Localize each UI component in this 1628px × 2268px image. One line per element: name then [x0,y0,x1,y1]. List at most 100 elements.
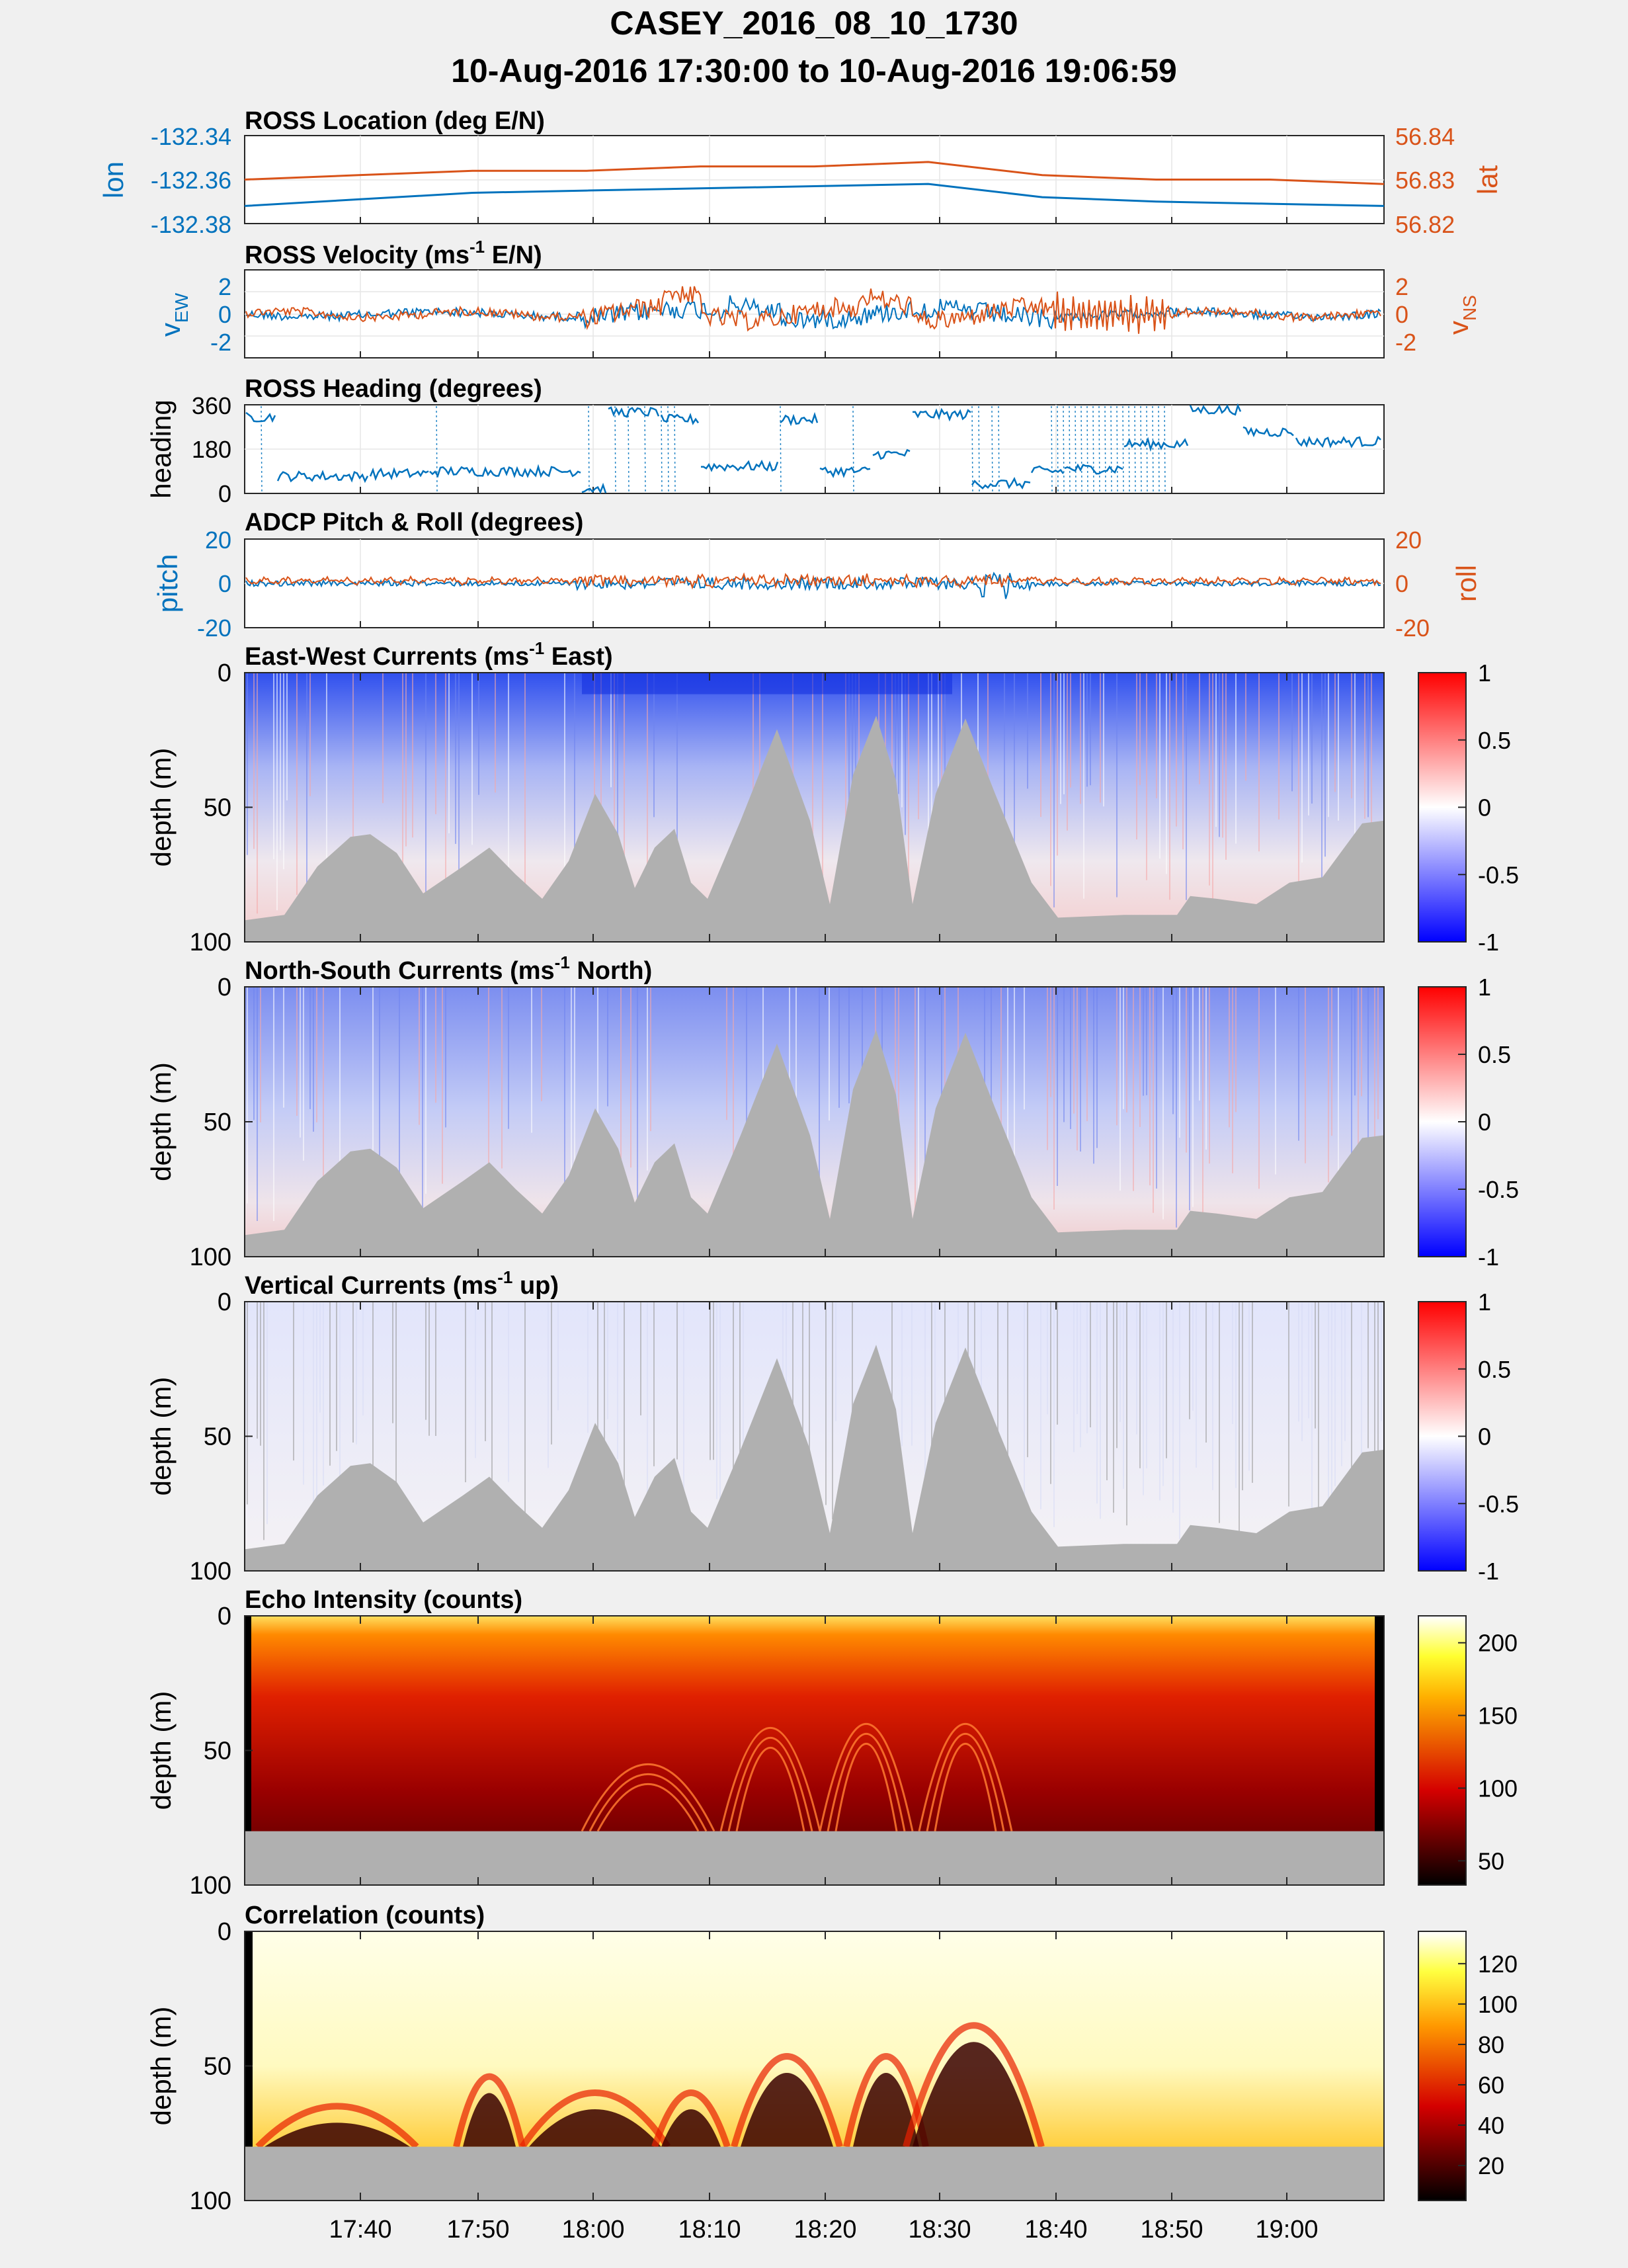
ew-cbar-label-2: 0 [1478,794,1491,821]
corr-lobe-6 [913,2042,1035,2147]
ew-cbar-label-3: -0.5 [1478,861,1519,888]
ns-ylabel: depth (m) [145,1062,177,1181]
corr-lobe-edge-1 [453,2073,526,2148]
location-ytick-left-1: -132.34 [151,123,231,150]
ew-panel: East-West Currents (ms-1 East) 0 50 100 dept… [145,638,1519,956]
vert-cbar-label-4: -1 [1478,1558,1499,1585]
heading-wrap-line-9 [780,405,782,493]
corr-panel: Correlation (counts) 0 50 100 depth (m) 120 10… [145,1902,1518,2215]
heading-wrap-line-17 [1063,405,1065,493]
heading-wrap-line-3 [614,405,616,493]
velocity-ytick-left-3: -2 [210,329,231,356]
corr-lobe-edge-3 [651,2089,731,2148]
time-tick-label-3: 18:10 [678,2216,741,2244]
vew-series-line [245,295,1381,330]
echo-cbar-label-2: 100 [1478,1775,1518,1802]
ns-cbar-label-1: 0.5 [1478,1041,1511,1068]
time-tick-label-8: 19:00 [1255,2216,1318,2244]
heading-wrap-line-18 [1069,405,1071,493]
ns-cbar-label-3: -0.5 [1478,1176,1519,1203]
ew-ytick-1: 50 [204,794,231,822]
ns-ytick-0: 0 [218,974,231,1001]
pitchroll-ytick-left-2: 0 [218,570,231,597]
corr-lobes [255,2022,1045,2150]
heading-wrap-line-4 [628,405,630,493]
time-tick-label-2: 18:00 [561,2216,624,2244]
lat-series-line [244,161,1385,185]
ew-ytick-2: 100 [190,929,231,956]
pitchroll-ytick-left-3: -20 [197,614,231,642]
echo-cbar-label-0: 200 [1478,1630,1518,1657]
time-tick-label-0: 17:40 [329,2216,391,2244]
corr-lobe-edge-2 [519,2089,671,2149]
pitchroll-ytick-right-2: 0 [1395,570,1408,597]
velocity-ytick-right-1: 2 [1395,273,1408,300]
pitchroll-title: ADCP Pitch & Roll (degrees) [245,509,583,536]
ns-cbar-label-2: 0 [1478,1109,1491,1136]
corr-lobe-edge-4 [731,2053,843,2148]
ns-ytick-2: 100 [190,1243,231,1271]
vert-cbar-label-0: 1 [1478,1288,1491,1316]
heading-wrap-line-11 [971,405,973,493]
corr-lobe-2 [529,2109,661,2147]
heading-title: ROSS Heading (degrees) [245,375,542,403]
corr-ytick-2: 100 [190,2187,231,2215]
heading-wrap-line-21 [1086,405,1088,493]
ns-ytick-1: 50 [204,1109,231,1136]
time-tick-label-6: 18:40 [1024,2216,1087,2244]
heading-wrap-line-26 [1116,405,1118,493]
location-ytick-left-2: -132.36 [151,167,231,194]
heading-wrap-line-14 [998,405,1000,493]
ns-title: North-South Currents (ms-1 North) [245,952,652,985]
figure-title-line1: CASEY_2016_08_10_1730 [610,5,1018,42]
echo-right-edge [1375,1616,1384,1831]
echo-arch-0-2 [596,1783,700,1832]
corr-colorbar [1418,1931,1467,2201]
heading-wrap-line-10 [852,405,854,493]
corr-cbar-label-5: 20 [1478,2152,1504,2179]
vert-ytick-0: 0 [218,1288,231,1316]
velocity-ylabel-left: vEW [155,292,192,337]
echo-colorbar [1418,1615,1467,1886]
corr-lobe-edge-0 [255,2103,419,2150]
heatmap-panels: East-West Currents (ms-1 East)050100dept… [145,638,1519,2215]
heading-wrap-line-24 [1104,405,1106,493]
heading-ytick-3: 0 [218,480,231,507]
figure-title-line2: 10-Aug-2016 17:30:00 to 10-Aug-2016 19:0… [451,52,1177,89]
ew-cbar-label-1: 0.5 [1478,727,1511,754]
heading-wrap-line-8 [674,405,676,493]
heading-wrap-line-7 [667,405,669,493]
ew-ylabel: depth (m) [145,748,177,867]
pitchroll-ytick-left-1: 20 [205,526,231,554]
corr-lobe-3 [661,2109,721,2147]
velocity-panel: ROSS Velocity (ms-1 E/N) 2 0 -2 2 0 -2 v… [155,237,1480,358]
location-ytick-right-1: 56.84 [1395,123,1455,150]
corr-cbar-label-2: 80 [1478,2031,1504,2058]
time-axis-labels: 17:40 17:50 18:00 18:10 18:20 18:30 18:40 18:50… [329,2216,1318,2244]
heading-wrap-line-15 [1051,405,1053,493]
heading-wrap-line-1 [436,405,438,493]
pitchroll-ytick-right-1: 20 [1395,526,1422,554]
heading-wrap-line-0 [261,405,263,493]
velocity-ytick-right-3: -2 [1395,329,1416,356]
heading-wrap-lines [261,405,1166,493]
echo-seabed [245,1831,1384,1885]
corr-lobe-edge-5 [843,2053,929,2148]
corr-lobe-edge-6 [903,2022,1045,2148]
corr-lobe-5 [853,2073,919,2147]
ns-seabed [245,1030,1384,1257]
corr-cbar-label-0: 120 [1478,1951,1518,1978]
echo-arch-3-0 [918,1723,1013,1831]
lon-series-line [244,183,1385,207]
corr-lobe-4 [741,2073,833,2147]
velocity-ytick-left-2: 0 [218,301,231,328]
location-ylabel-right: lat [1472,165,1503,194]
vns-series-line [245,286,1381,334]
pitchroll-panel: ADCP Pitch & Roll (degrees) 20 0 -20 20 … [152,509,1482,642]
echo-arch-1-1 [727,1737,813,1831]
corr-cbar-label-4: 40 [1478,2112,1504,2139]
echo-arch-3-2 [934,1742,997,1831]
roll-series-line [245,572,1381,590]
heading-wrap-line-34 [1164,405,1166,493]
